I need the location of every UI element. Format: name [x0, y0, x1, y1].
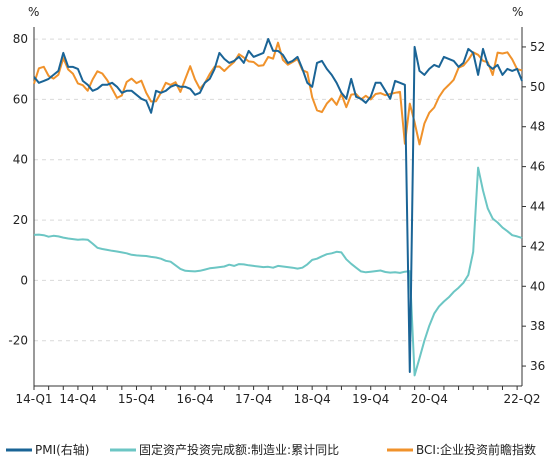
- left-tick-label: 60: [13, 92, 28, 106]
- legend: PMI(右轴) 固定资产投资完成额:制造业:累计同比 BCI:企业投资前瞻指数: [6, 442, 536, 457]
- gridlines: [34, 38, 522, 342]
- legend-label-pmi: PMI(右轴): [35, 442, 90, 457]
- right-axis-unit: %: [512, 5, 523, 19]
- right-tick-label: 46: [530, 160, 545, 174]
- left-tick-label: 80: [13, 32, 28, 46]
- left-axis-ticks: 80 60 40 20 0 -20: [8, 32, 28, 348]
- x-tick-label: 19-Q4: [352, 392, 389, 406]
- legend-label-fixed-investment: 固定资产投资完成额:制造业:累计同比: [139, 442, 339, 457]
- right-tick-label: 40: [530, 279, 545, 293]
- x-tick-label: 18-Q4: [294, 392, 331, 406]
- left-axis-unit: %: [28, 5, 39, 19]
- x-tick-label: 20-Q4: [411, 392, 448, 406]
- legend-item-bci: BCI:企业投资前瞻指数: [387, 442, 536, 457]
- x-tick-label: 14-Q1: [15, 392, 52, 406]
- left-tick-label: 0: [20, 273, 28, 287]
- x-tick-label: 15-Q4: [118, 392, 155, 406]
- right-tick-label: 48: [530, 120, 545, 134]
- legend-label-bci: BCI:企业投资前瞻指数: [416, 442, 536, 457]
- left-tick-label: -20: [8, 334, 28, 348]
- x-axis-ticks: 14-Q1 14-Q4 15-Q4 16-Q4 17-Q4 18-Q4 19-Q4 20-Q4…: [15, 386, 541, 406]
- series-line-2: [33, 41, 523, 146]
- x-tick-label: 14-Q4: [59, 392, 96, 406]
- right-tick-label: 52: [530, 40, 545, 54]
- right-axis-ticks: 52 50 48 46 44 42 40 38 36: [522, 40, 545, 373]
- right-tick-label: 50: [530, 80, 545, 94]
- left-tick-label: 40: [13, 153, 28, 167]
- right-tick-label: 36: [530, 359, 545, 373]
- x-tick-label: 22-Q2: [503, 392, 540, 406]
- x-tick-label: 16-Q4: [176, 392, 213, 406]
- series-layer: [33, 38, 523, 377]
- series-line-0: [33, 38, 523, 373]
- legend-item-pmi: PMI(右轴): [6, 442, 90, 457]
- series-line-1: [33, 166, 523, 377]
- x-tick-label: 17-Q4: [235, 392, 272, 406]
- left-tick-label: 20: [13, 213, 28, 227]
- right-tick-label: 38: [530, 319, 545, 333]
- right-tick-label: 44: [530, 200, 545, 214]
- legend-item-fixed-investment: 固定资产投资完成额:制造业:累计同比: [110, 442, 339, 457]
- right-tick-label: 42: [530, 239, 545, 253]
